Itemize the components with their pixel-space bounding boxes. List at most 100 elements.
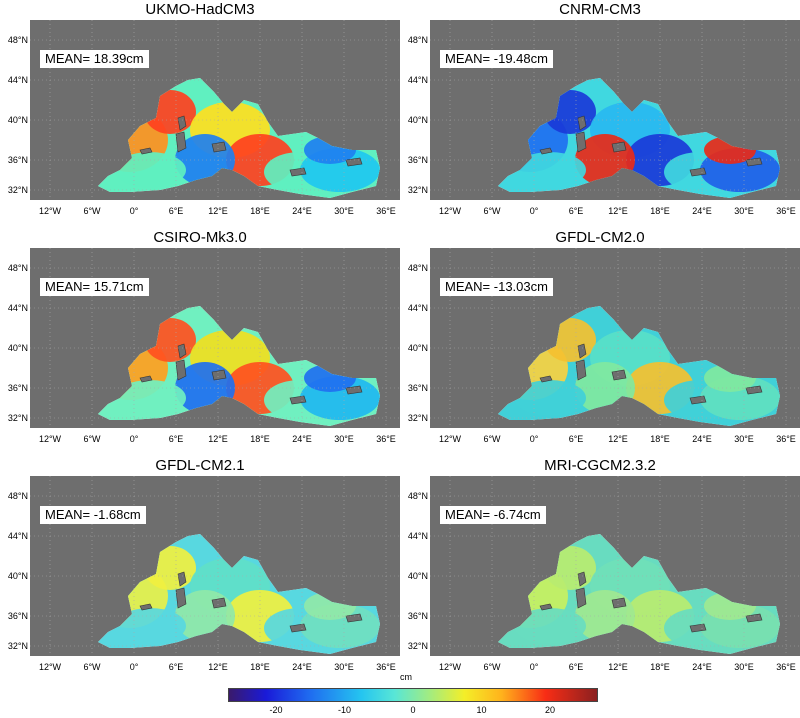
island-shape xyxy=(575,131,587,153)
island-shape xyxy=(289,623,307,633)
island-shape xyxy=(539,147,553,155)
island-shape xyxy=(289,167,307,177)
lat-tick-label: 36°N xyxy=(8,383,28,393)
island-shape xyxy=(611,597,627,609)
lon-tick-label: 6°W xyxy=(83,662,101,672)
lon-tick-label: 18°E xyxy=(250,206,270,216)
lon-tick-label: 24°E xyxy=(292,434,312,444)
lon-tick-label: 36°E xyxy=(776,434,796,444)
island-shape xyxy=(177,115,187,131)
map-panel: 12°W 6°W 0° 6°E 12°E 18°E 24°E 30°E 36°E 48°N 44°N… xyxy=(0,228,400,452)
lon-tick-label: 30°E xyxy=(734,206,754,216)
lat-tick-label: 44°N xyxy=(408,531,428,541)
map-panel: 12°W 6°W 0° 6°E 12°E 18°E 24°E 30°E 36°E 48°N 44°N… xyxy=(400,456,800,680)
lon-tick-label: 12°W xyxy=(39,206,62,216)
island-shape xyxy=(177,343,187,359)
lon-tick-label: 0° xyxy=(530,662,539,672)
lat-tick-label: 36°N xyxy=(408,155,428,165)
lat-tick-label: 32°N xyxy=(408,413,428,423)
map-figure: 12°W 6°W 0° 6°E 12°E 18°E 24°E 30°E 36°E 48°N 44°N… xyxy=(408,248,800,444)
island-shape xyxy=(689,167,707,177)
lat-tick-label: 36°N xyxy=(408,383,428,393)
mean-label: MEAN= 18.39cm xyxy=(40,50,149,68)
map-panel: 12°W 6°W 0° 6°E 12°E 18°E 24°E 30°E 36°E 48°N 44°N… xyxy=(400,228,800,452)
colorbar-tick-label: 0 xyxy=(410,705,416,715)
panel-title: GFDL-CM2.0 xyxy=(555,229,645,246)
island-shape xyxy=(211,597,227,609)
lon-tick-label: 12°E xyxy=(608,206,628,216)
lat-tick-label: 32°N xyxy=(8,185,28,195)
lon-tick-label: 6°W xyxy=(83,206,101,216)
lat-tick-label: 44°N xyxy=(408,303,428,313)
mean-label: MEAN= -1.68cm xyxy=(40,506,146,524)
island-shape xyxy=(175,359,187,381)
island-shape xyxy=(211,141,227,153)
panel-title: MRI-CGCM2.3.2 xyxy=(544,457,656,474)
lat-tick-label: 44°N xyxy=(8,75,28,85)
colorbar-tick-label: 20 xyxy=(545,705,556,715)
island-shape xyxy=(289,395,307,405)
lat-tick-label: 40°N xyxy=(408,115,428,125)
lat-tick-label: 32°N xyxy=(8,413,28,423)
lon-tick-label: 30°E xyxy=(334,206,354,216)
lon-tick-label: 6°E xyxy=(169,206,184,216)
lon-tick-label: 30°E xyxy=(334,662,354,672)
island-shape xyxy=(577,115,587,131)
panel-title: UKMO-HadCM3 xyxy=(145,1,255,18)
lon-tick-label: 12°W xyxy=(439,662,462,672)
mean-label: MEAN= -13.03cm xyxy=(440,278,553,296)
lon-tick-label: 12°W xyxy=(39,434,62,444)
lon-tick-label: 18°E xyxy=(250,662,270,672)
lon-tick-label: 6°E xyxy=(169,662,184,672)
lon-tick-label: 0° xyxy=(530,434,539,444)
lat-tick-label: 36°N xyxy=(8,611,28,621)
island-shape xyxy=(575,359,587,381)
lon-tick-label: 36°E xyxy=(776,206,796,216)
lon-tick-label: 12°E xyxy=(208,434,228,444)
lon-tick-label: 6°W xyxy=(483,662,501,672)
lat-tick-label: 44°N xyxy=(8,531,28,541)
panel-title: CNRM-CM3 xyxy=(559,1,641,18)
island-shape xyxy=(611,369,627,381)
lon-tick-label: 18°E xyxy=(650,206,670,216)
lon-tick-label: 0° xyxy=(130,206,139,216)
colorbar-title: cm xyxy=(400,672,412,682)
lat-tick-label: 48°N xyxy=(408,35,428,45)
island-shape xyxy=(139,147,153,155)
lat-tick-label: 44°N xyxy=(8,303,28,313)
island-shape xyxy=(175,587,187,609)
map-figure: 12°W 6°W 0° 6°E 12°E 18°E 24°E 30°E 36°E 48°N 44°N… xyxy=(8,20,400,216)
mean-label: MEAN= -19.48cm xyxy=(440,50,553,68)
lon-tick-label: 0° xyxy=(130,662,139,672)
map-panel: 12°W 6°W 0° 6°E 12°E 18°E 24°E 30°E 36°E 48°N 44°N… xyxy=(0,456,400,680)
island-shape xyxy=(139,375,153,383)
lon-tick-label: 0° xyxy=(530,206,539,216)
lon-tick-label: 6°W xyxy=(483,434,501,444)
lat-tick-label: 32°N xyxy=(8,641,28,651)
island-shape xyxy=(577,343,587,359)
lon-tick-label: 36°E xyxy=(376,206,396,216)
lon-tick-label: 6°W xyxy=(83,434,101,444)
lat-tick-label: 44°N xyxy=(408,75,428,85)
island-shape xyxy=(611,141,627,153)
lat-tick-label: 40°N xyxy=(408,571,428,581)
map-figure: 12°W 6°W 0° 6°E 12°E 18°E 24°E 30°E 36°E 48°N 44°N… xyxy=(8,248,400,444)
lon-tick-label: 12°E xyxy=(208,206,228,216)
lat-tick-label: 36°N xyxy=(8,155,28,165)
lon-tick-label: 24°E xyxy=(692,434,712,444)
lon-tick-label: 6°E xyxy=(169,434,184,444)
lon-tick-label: 18°E xyxy=(650,434,670,444)
island-shape xyxy=(177,571,187,587)
lon-tick-label: 36°E xyxy=(376,434,396,444)
lon-tick-label: 6°E xyxy=(569,434,584,444)
island-shape xyxy=(139,603,153,611)
mean-label: MEAN= 15.71cm xyxy=(40,278,149,296)
lon-tick-label: 30°E xyxy=(334,434,354,444)
island-shape xyxy=(539,603,553,611)
island-shape xyxy=(539,375,553,383)
lat-tick-label: 40°N xyxy=(8,115,28,125)
lon-tick-label: 36°E xyxy=(376,662,396,672)
lon-tick-label: 6°E xyxy=(569,206,584,216)
lon-tick-label: 24°E xyxy=(692,206,712,216)
lat-tick-label: 36°N xyxy=(408,611,428,621)
